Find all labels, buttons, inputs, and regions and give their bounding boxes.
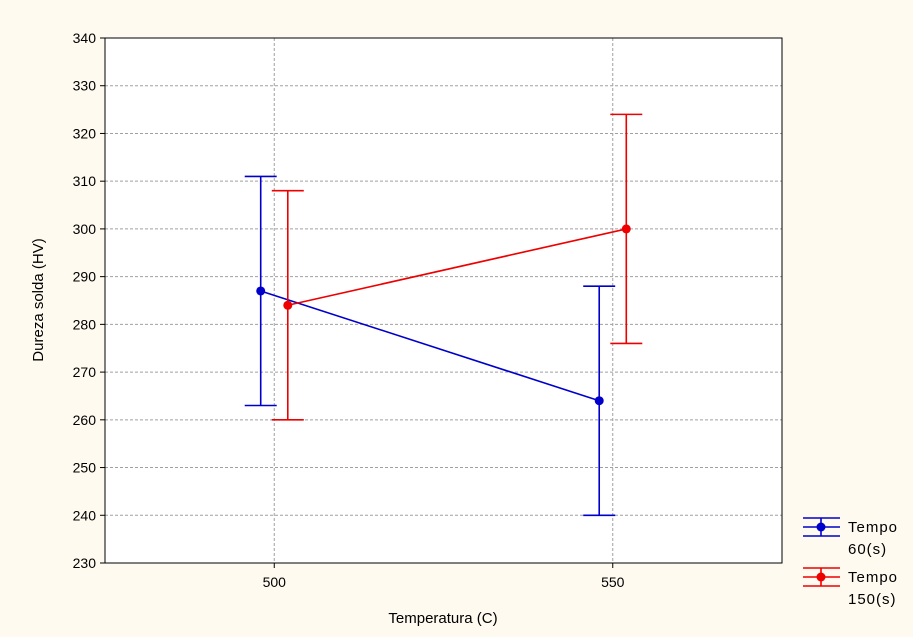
y-axis-ticks: 230 240 250 260 270 280 290 300 310 320 330 340 <box>73 30 105 571</box>
x-tick-label: 500 <box>263 574 287 590</box>
series-1 <box>244 175 616 517</box>
legend-entry-2: Tempo 150(s) <box>803 567 898 608</box>
series-group <box>244 113 643 517</box>
y-tick-label: 250 <box>73 460 97 476</box>
y-tick-label: 270 <box>73 364 97 380</box>
plot-area <box>105 38 782 563</box>
grid-lines <box>105 38 782 563</box>
legend-label-line1: Tempo <box>848 569 898 586</box>
x-axis-title: Temperatura (C) <box>388 610 497 627</box>
legend-marker <box>816 572 826 582</box>
y-tick-label: 230 <box>73 555 97 571</box>
legend-label-line2: 60(s) <box>848 541 887 558</box>
legend-marker <box>816 522 826 532</box>
y-tick-label: 330 <box>73 78 97 94</box>
legend-label-line2: 150(s) <box>848 591 897 608</box>
x-tick-label: 550 <box>601 574 625 590</box>
y-tick-label: 260 <box>73 412 97 428</box>
y-tick-label: 300 <box>73 221 97 237</box>
y-tick-label: 240 <box>73 507 97 523</box>
y-tick-label: 280 <box>73 316 97 332</box>
series-line <box>260 290 600 402</box>
legend-label-line1: Tempo <box>848 519 898 536</box>
y-axis-title: Dureza solda (HV) <box>30 238 47 361</box>
series-2 <box>271 113 643 421</box>
plot-frame <box>104 37 783 564</box>
y-tick-label: 310 <box>73 173 97 189</box>
legend: Tempo 60(s) Tempo 150(s) <box>803 517 898 608</box>
data-point <box>594 396 604 406</box>
y-tick-label: 340 <box>73 30 97 46</box>
series-line <box>287 228 627 307</box>
data-point <box>621 224 631 234</box>
y-tick-label: 320 <box>73 125 97 141</box>
legend-entry-1: Tempo 60(s) <box>803 517 898 558</box>
data-point <box>283 300 293 310</box>
x-axis-ticks: 500 550 <box>263 563 625 590</box>
data-point <box>256 286 266 296</box>
y-tick-label: 290 <box>73 269 97 285</box>
